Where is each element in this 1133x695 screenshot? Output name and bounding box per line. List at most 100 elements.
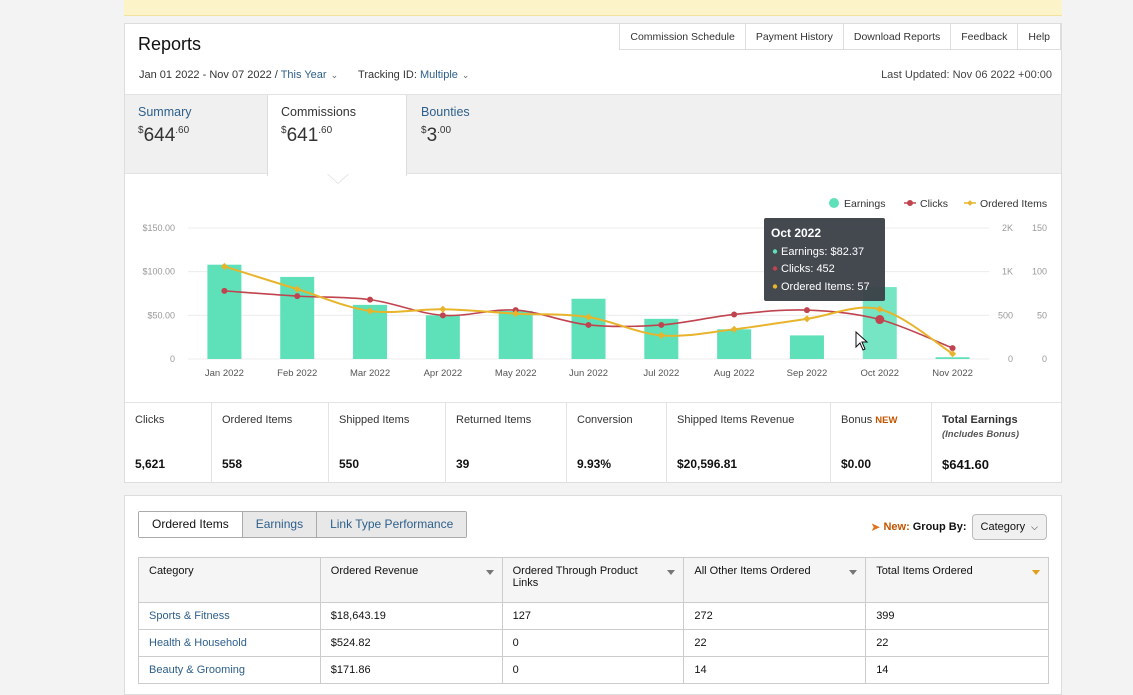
- tooltip-title: Oct 2022: [771, 226, 821, 240]
- x-tick-label: Nov 2022: [932, 368, 973, 379]
- category-link[interactable]: Health & Household: [138, 629, 321, 657]
- stat-conversion: Conversion 9.93%: [567, 403, 667, 483]
- download-reports-button[interactable]: Download Reports: [843, 24, 952, 50]
- sort-icon[interactable]: [1032, 570, 1040, 575]
- sort-icon[interactable]: [667, 570, 676, 575]
- tooltip-row: Ordered Items: 57: [781, 281, 870, 293]
- group-by-select[interactable]: Category ⌵: [971, 514, 1047, 540]
- x-tick-label: Feb 2022: [277, 368, 317, 379]
- tracking-id-value: Multiple: [419, 69, 458, 81]
- column-header-ordered-through-links[interactable]: Ordered Through Product Links: [501, 557, 685, 603]
- y-tick-label-clicks: 0: [1008, 354, 1013, 364]
- stat-label: Shipped Items: [339, 414, 410, 426]
- legend-label: Clicks: [920, 198, 948, 210]
- stat-label: Conversion: [577, 414, 633, 426]
- help-button[interactable]: Help: [1018, 24, 1061, 50]
- tab-summary[interactable]: Summary $644.60: [125, 95, 267, 176]
- tooltip-row: Clicks: 452: [781, 263, 835, 275]
- tab-bounties[interactable]: Bounties $3.00: [408, 95, 548, 176]
- stat-value: $0.00: [841, 457, 872, 471]
- commission-schedule-button[interactable]: Commission Schedule: [620, 24, 746, 50]
- report-table: Category Ordered Revenue Ordered Through…: [138, 557, 1049, 684]
- clicks-point: [875, 315, 885, 325]
- x-tick-label: Aug 2022: [714, 368, 755, 379]
- table-cell: 399: [865, 602, 1049, 630]
- sort-icon[interactable]: [849, 570, 858, 575]
- tooltip-swatch: [772, 266, 778, 271]
- stat-value: 558: [222, 457, 243, 471]
- clicks-point: [221, 287, 228, 294]
- column-header-category[interactable]: Category: [138, 557, 321, 603]
- stat-label: Clicks: [135, 414, 165, 426]
- tab-commissions[interactable]: Commissions $641.60: [267, 95, 407, 176]
- stat-bonus: Bonus NEW $0.00: [831, 403, 932, 483]
- column-header-ordered-revenue[interactable]: Ordered Revenue: [319, 557, 503, 603]
- earnings-chart: $150.00 2K 150$100.00 1K 100$50.00 500 500 0 0Ja…: [142, 198, 1047, 379]
- clicks-point: [949, 345, 956, 352]
- legend-earnings-swatch: [829, 198, 839, 208]
- legend-clicks-swatch: [907, 200, 913, 206]
- notice-banner: [124, 0, 1062, 16]
- column-header-other-items[interactable]: All Other Items Ordered: [683, 557, 867, 603]
- tooltip-swatch: [772, 249, 778, 254]
- clicks-point: [367, 296, 374, 303]
- clicks-point: [658, 321, 665, 328]
- stat-label: Ordered Items: [222, 414, 293, 426]
- stat-returned-items: Returned Items 39: [446, 403, 567, 483]
- y-tick-label-items: 150: [1032, 223, 1047, 233]
- ordered-items-point: [293, 285, 301, 293]
- y-tick-label-items: 100: [1032, 267, 1047, 277]
- stat-total-earnings: Total Earnings (Includes Bonus) $641.60: [932, 403, 1061, 483]
- earnings-bar: [717, 329, 752, 359]
- stat-shipped-items: Shipped Items 550: [329, 403, 446, 483]
- y-tick-label-clicks: 2K: [1002, 223, 1013, 233]
- feedback-button[interactable]: Feedback: [951, 24, 1019, 50]
- table-cell: 14: [683, 656, 867, 684]
- stat-value: 5,621: [135, 457, 166, 471]
- clicks-point: [803, 307, 810, 314]
- table-cell: 0: [501, 629, 685, 657]
- y-tick-label-left: $100.00: [142, 267, 175, 277]
- tab-ordered-items[interactable]: Ordered Items: [139, 512, 242, 537]
- tracking-id-dropdown[interactable]: Multiple ⌄: [420, 69, 469, 81]
- sort-icon[interactable]: [485, 570, 494, 575]
- report-tabs: Ordered Items Earnings Link Type Perform…: [138, 511, 468, 538]
- ordered-items-point: [876, 305, 884, 313]
- stat-label: Total Earnings: [942, 414, 1018, 426]
- tab-link-type-performance[interactable]: Link Type Performance: [316, 512, 467, 537]
- date-preset-dropdown[interactable]: This Year ⌄: [281, 69, 338, 81]
- table-cell: $171.86: [319, 656, 503, 684]
- date-range: Jan 01 2022 - Nov 07 2022 /: [139, 69, 278, 81]
- x-tick-label: Jan 2022: [205, 368, 244, 379]
- earnings-bar: [571, 298, 606, 359]
- stat-shipped-revenue: Shipped Items Revenue $20,596.81: [667, 403, 831, 483]
- x-tick-label: Jun 2022: [569, 368, 608, 379]
- tooltip-row: Earnings: $82.37: [781, 246, 864, 258]
- chevron-down-icon: ⌄: [461, 70, 470, 80]
- category-link[interactable]: Sports & Fitness: [138, 602, 321, 630]
- ordered-items-point: [584, 313, 593, 321]
- new-badge: NEW: [875, 415, 898, 426]
- stat-label: Shipped Items Revenue: [677, 414, 795, 426]
- payment-history-button[interactable]: Payment History: [745, 24, 844, 50]
- table-cell: 14: [865, 656, 1049, 684]
- legend-label: Earnings: [844, 198, 885, 210]
- category-link[interactable]: Beauty & Grooming: [138, 656, 321, 684]
- ordered-items-point: [949, 350, 957, 358]
- new-label: New:: [883, 521, 910, 533]
- commissions-amount: $641.60: [281, 125, 333, 146]
- chevron-down-icon: ⌵: [1031, 521, 1038, 532]
- clicks-point: [731, 311, 738, 318]
- tooltip-swatch: [772, 284, 778, 289]
- date-filter-row: Jan 01 2022 - Nov 07 2022 / This Year ⌄ T…: [139, 69, 469, 81]
- tab-earnings[interactable]: Earnings: [241, 512, 317, 537]
- table-header-row: Category Ordered Revenue Ordered Through…: [138, 557, 1049, 603]
- stat-value: 9.93%: [577, 457, 612, 471]
- report-table-panel: Ordered Items Earnings Link Type Perform…: [124, 495, 1062, 695]
- group-by-label: Group By:: [912, 521, 967, 533]
- tab-bounties-label: Bounties: [421, 105, 470, 119]
- stat-label: Returned Items: [456, 414, 532, 426]
- y-tick-label-clicks: 1K: [1002, 267, 1013, 277]
- column-header-total-items[interactable]: Total Items Ordered: [865, 557, 1049, 603]
- table-cell: 22: [865, 629, 1049, 657]
